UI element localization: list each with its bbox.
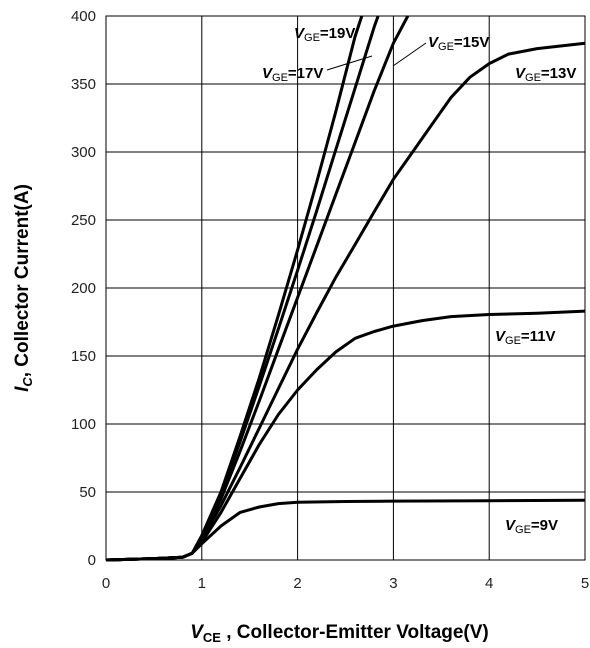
plot-frame <box>105 15 586 561</box>
x-tick-label: 0 <box>102 575 110 592</box>
series-line <box>105 15 364 562</box>
label-leaders <box>326 42 427 71</box>
x-tick-label: 2 <box>293 575 301 592</box>
y-axis-label: IC, Collector Current(A) <box>12 184 35 392</box>
x-tick-label: 4 <box>485 575 493 592</box>
y-tick-label: 400 <box>71 8 96 25</box>
grid <box>105 15 586 561</box>
label-leader-line <box>392 42 427 67</box>
y-tick-label: 200 <box>71 280 96 297</box>
series-label: VGE=13V <box>515 65 576 84</box>
y-tick-label: 250 <box>71 212 96 229</box>
curves <box>105 15 586 562</box>
series-label: VGE=15V <box>428 34 489 53</box>
x-tick-label: 5 <box>581 575 589 592</box>
y-tick-label: 350 <box>71 76 96 93</box>
series-label: VGE=17V <box>262 65 323 84</box>
y-tick-label: 0 <box>88 552 96 569</box>
y-tick-label: 100 <box>71 416 96 433</box>
curve-labels: VGE=9V VGE=11V VGE=13V VGE=15V VGE=17V VGE=19… <box>262 25 576 536</box>
series-label: VGE=11V <box>495 328 556 347</box>
y-tick-label: 300 <box>71 144 96 161</box>
series-label: VGE=9V <box>505 517 558 536</box>
x-tick-label: 1 <box>198 575 206 592</box>
y-tick-label: 150 <box>71 348 96 365</box>
label-leader-line <box>326 55 373 71</box>
x-tick-label: 3 <box>389 575 397 592</box>
series-label: VGE=19V <box>294 25 355 44</box>
y-tick-label: 50 <box>79 484 96 501</box>
x-axis-label: VCE , Collector-Emitter Voltage(V) <box>190 622 489 645</box>
